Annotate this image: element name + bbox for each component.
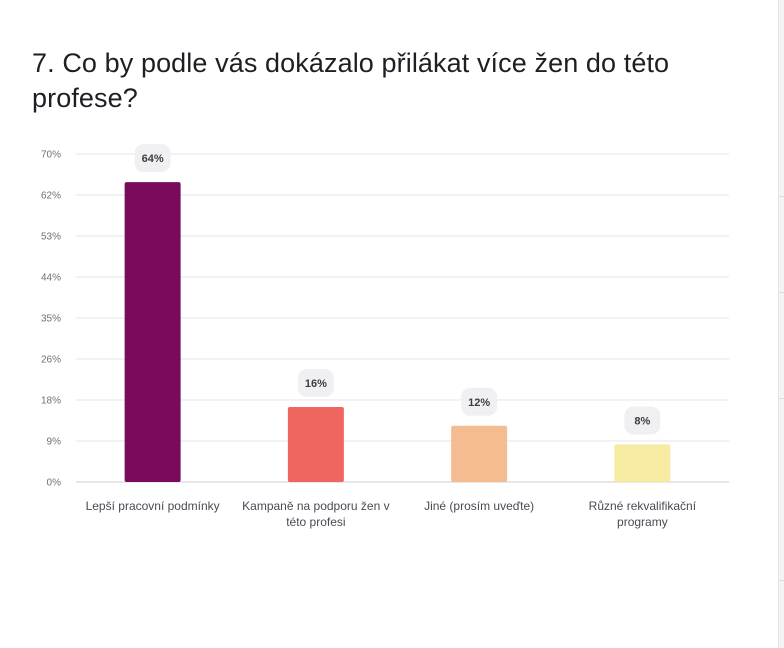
category-label: Různé rekvalifikační programy xyxy=(589,499,697,529)
y-tick-label: 70% xyxy=(41,150,61,161)
data-label: 8% xyxy=(634,416,650,428)
category-label: Jiné (prosím uveďte) xyxy=(424,499,534,513)
bar xyxy=(614,444,671,482)
category-label: Kampaně na podporu žen v této profesi xyxy=(242,499,389,529)
edge-divider xyxy=(779,196,784,197)
category-label-line: Jiné (prosím uveďte) xyxy=(424,499,534,513)
data-label: 12% xyxy=(468,397,490,409)
question-title: 7. Co by podle vás dokázalo přilákat víc… xyxy=(32,48,670,114)
edge-divider xyxy=(779,398,784,399)
category-label-line: Různé rekvalifikační xyxy=(589,499,697,513)
y-tick-label: 9% xyxy=(47,437,62,448)
category-label-line: této profesi xyxy=(286,515,345,529)
category-label-line: Kampaně na podporu žen v xyxy=(242,499,389,513)
y-tick-label: 44% xyxy=(41,273,61,284)
edge-divider xyxy=(779,292,784,293)
y-tick-label: 35% xyxy=(41,314,61,325)
y-tick-label: 62% xyxy=(41,191,61,202)
data-label-bubble xyxy=(624,406,661,435)
category-label: Lepší pracovní podmínky xyxy=(86,499,220,513)
data-label-bubble xyxy=(134,144,171,173)
bar xyxy=(287,407,344,482)
edge-divider xyxy=(779,580,784,581)
y-tick-label: 18% xyxy=(41,396,61,407)
category-label-line: Lepší pracovní podmínky xyxy=(86,499,220,513)
y-tick-label: 53% xyxy=(41,232,61,243)
right-edge-panel xyxy=(778,0,784,648)
category-label-line: programy xyxy=(617,515,668,529)
data-label: 16% xyxy=(305,378,327,390)
bar xyxy=(124,182,181,482)
y-tick-label: 0% xyxy=(47,478,62,489)
data-label-bubble xyxy=(297,369,334,398)
data-label-bubble xyxy=(461,387,498,416)
bar xyxy=(451,425,508,482)
y-tick-label: 26% xyxy=(41,355,61,366)
data-label: 64% xyxy=(142,153,164,165)
